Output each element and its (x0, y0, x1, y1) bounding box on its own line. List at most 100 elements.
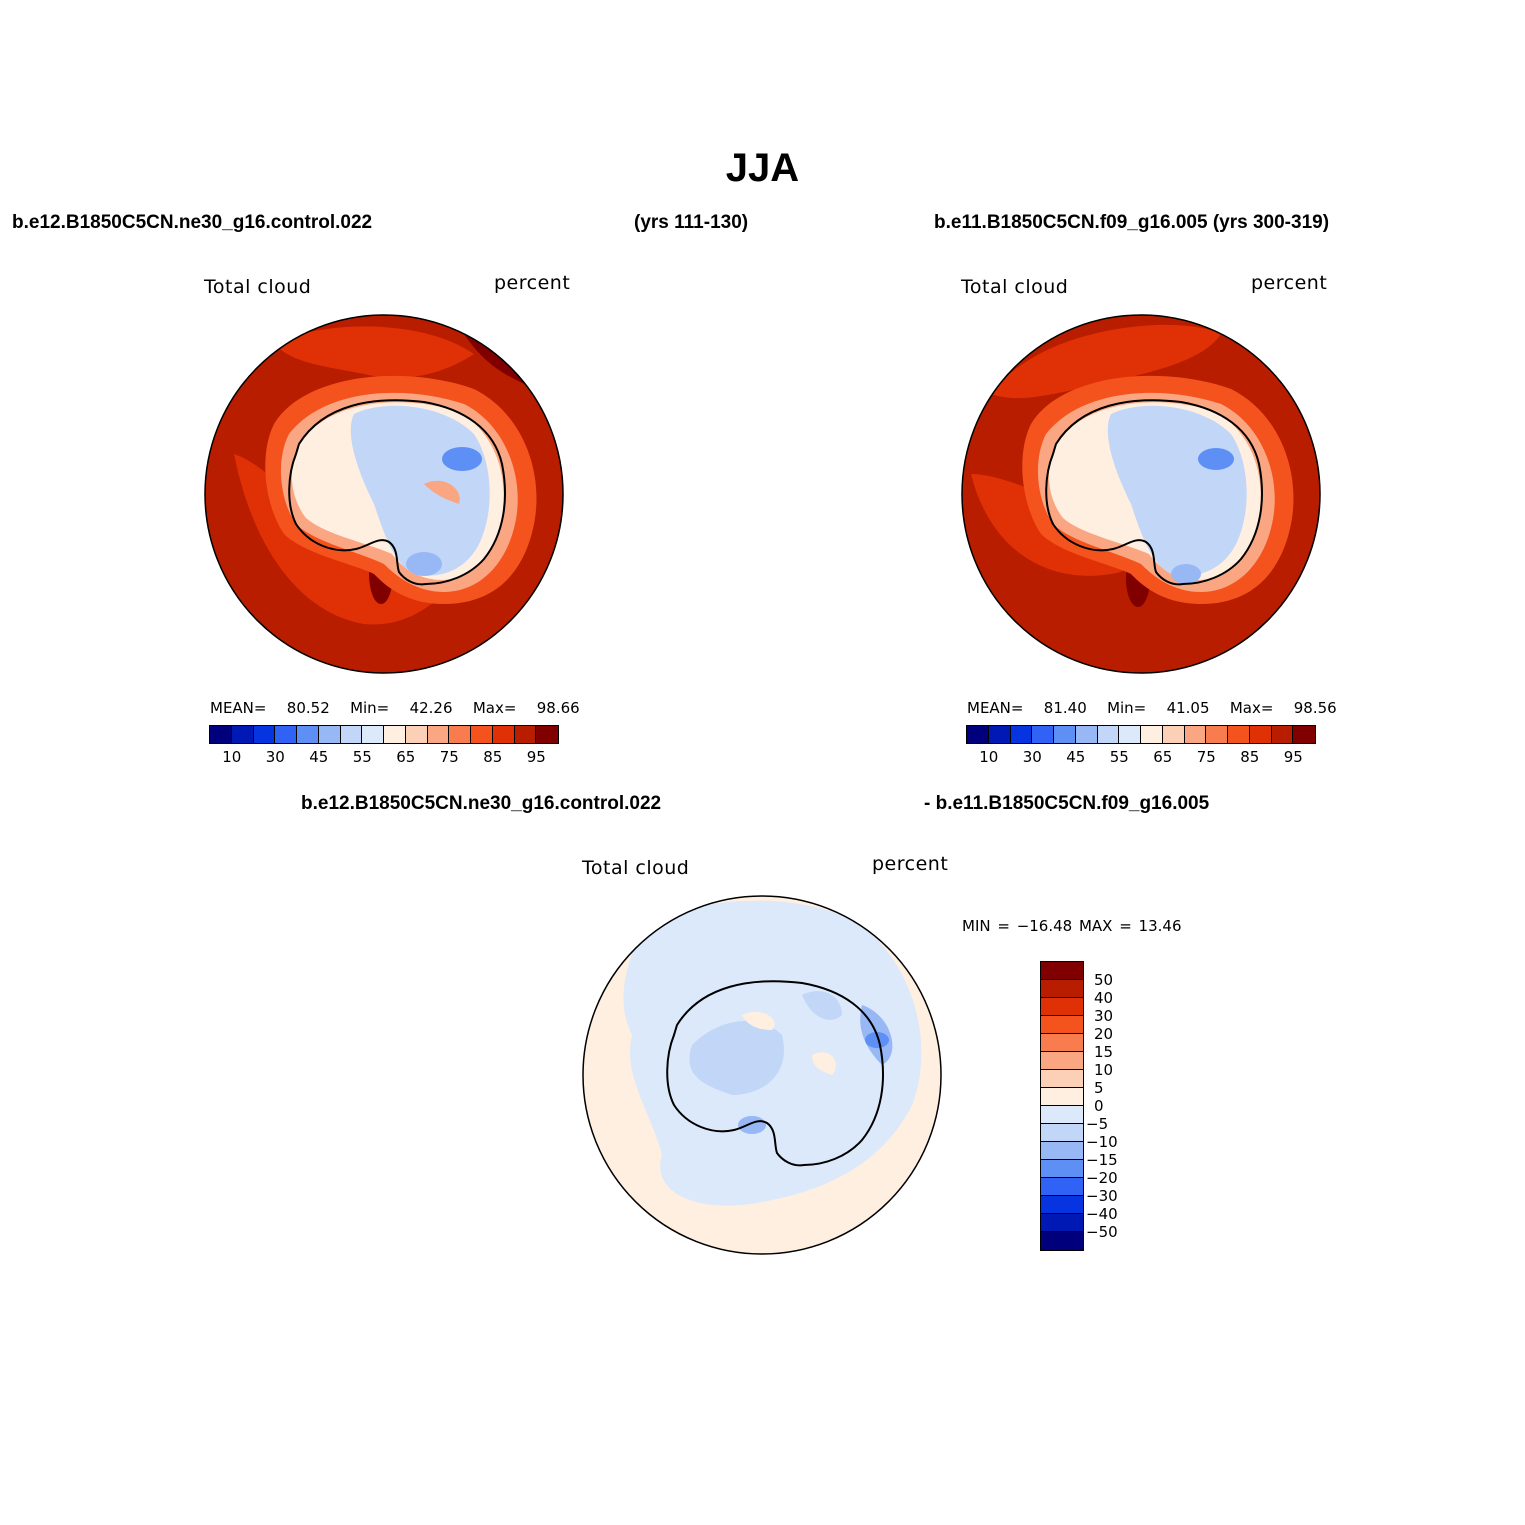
colorbar-swatch (340, 726, 363, 743)
colorbar-swatch (1041, 1214, 1083, 1232)
colorbar-tick-label: 65 (396, 748, 416, 766)
colorbar-tick-label: 40 (1094, 989, 1114, 1007)
colorbar-swatch (1032, 726, 1054, 743)
colorbar-swatch (1041, 962, 1083, 980)
colorbar-tick-label: −10 (1086, 1133, 1118, 1151)
colorbar-tick-label: −30 (1086, 1187, 1118, 1205)
colorbar-swatch (449, 726, 471, 743)
colorbar-swatch (297, 726, 319, 743)
case-name-left: b.e12.B1850C5CN.ne30_g16.control.022 (12, 212, 373, 233)
colorbar-tick-label: 75 (1196, 748, 1216, 766)
colorbar-right (966, 725, 1316, 744)
colorbar-tick-label: 85 (483, 748, 503, 766)
colorbar-swatch (1041, 1106, 1083, 1124)
colorbar-tick-label: 55 (352, 748, 372, 766)
colorbar-swatch (1041, 1232, 1083, 1250)
variable-label-left: Total cloud (204, 276, 312, 298)
colorbar-swatch (1041, 1178, 1083, 1196)
colorbar-swatch (471, 726, 493, 743)
stats-left: MEAN= 80.52 Min= 42.26 Max= 98.66 (210, 699, 580, 717)
colorbar-swatch (1228, 726, 1250, 743)
colorbar-tick-label: 30 (1022, 748, 1042, 766)
colorbar-swatch (210, 726, 232, 743)
colorbar-swatch (1293, 726, 1315, 743)
map-top-left (204, 314, 564, 674)
colorbar-swatch (1041, 1142, 1083, 1160)
colorbar-swatch (1041, 1124, 1083, 1142)
colorbar-swatch (1119, 726, 1141, 743)
colorbar-swatch (1054, 726, 1076, 743)
diff-minmax: MIN = −16.48 MAX = 13.46 (962, 917, 1182, 935)
units-label-diff: percent (872, 853, 949, 875)
colorbar-swatch (1041, 1016, 1083, 1034)
colorbar-swatch (1041, 1160, 1083, 1178)
colorbar-swatch (1041, 998, 1083, 1016)
colorbar-swatch (514, 726, 537, 743)
colorbar-tick-label: −15 (1086, 1151, 1118, 1169)
colorbar-tick-label: 5 (1094, 1079, 1104, 1097)
stats-right: MEAN= 81.40 Min= 41.05 Max= 98.56 (967, 699, 1337, 717)
colorbar-swatch (1184, 726, 1207, 743)
colorbar-tick-label: 65 (1153, 748, 1173, 766)
colorbar-swatch (1041, 980, 1083, 998)
variable-label-right: Total cloud (961, 276, 1069, 298)
colorbar-swatch (275, 726, 297, 743)
colorbar-tick-label: 15 (1094, 1043, 1114, 1061)
colorbar-difference (1040, 961, 1084, 1251)
colorbar-swatch (253, 726, 276, 743)
colorbar-swatch (362, 726, 384, 743)
case-name-right: b.e11.B1850C5CN.f09_g16.005 (yrs 300-319… (934, 212, 1330, 233)
colorbar-tick-label: 50 (1094, 971, 1114, 989)
colorbar-tick-label: −40 (1086, 1205, 1118, 1223)
map-difference (582, 895, 942, 1255)
colorbar-swatch (427, 726, 450, 743)
colorbar-tick-label: 0 (1094, 1097, 1104, 1115)
colorbar-tick-label: 30 (265, 748, 285, 766)
colorbar-swatch (1041, 1052, 1083, 1070)
colorbar-tick-label: −20 (1086, 1169, 1118, 1187)
diff-case-b: - b.e11.B1850C5CN.f09_g16.005 (924, 793, 1210, 814)
colorbar-swatch (1249, 726, 1272, 743)
colorbar-swatch (1041, 1196, 1083, 1214)
colorbar-tick-label: 75 (439, 748, 459, 766)
colorbar-tick-label: 10 (979, 748, 999, 766)
colorbar-tick-label: 55 (1109, 748, 1129, 766)
colorbar-tick-label: 20 (1094, 1025, 1114, 1043)
colorbar-swatch (318, 726, 341, 743)
years-left: (yrs 111-130) (634, 212, 749, 233)
colorbar-tick-label: 30 (1094, 1007, 1114, 1025)
colorbar-swatch (405, 726, 428, 743)
colorbar-tick-label: −50 (1086, 1223, 1118, 1241)
map-top-right (961, 314, 1321, 674)
colorbar-swatch (1162, 726, 1185, 743)
colorbar-swatch (1041, 1088, 1083, 1106)
colorbar-tick-label: 85 (1240, 748, 1260, 766)
colorbar-swatch (384, 726, 406, 743)
diff-case-a: b.e12.B1850C5CN.ne30_g16.control.022 (301, 793, 662, 814)
colorbar-swatch (1010, 726, 1033, 743)
colorbar-tick-label: 10 (222, 748, 242, 766)
colorbar-tick-label: 45 (1066, 748, 1086, 766)
colorbar-tick-label: 95 (526, 748, 546, 766)
colorbar-swatch (1075, 726, 1098, 743)
units-label-left: percent (494, 272, 571, 294)
main-title: JJA (725, 146, 800, 190)
colorbar-swatch (536, 726, 558, 743)
colorbar-swatch (1141, 726, 1163, 743)
colorbar-tick-label: 95 (1283, 748, 1303, 766)
colorbar-swatch (1097, 726, 1120, 743)
colorbar-tick-label: 45 (309, 748, 329, 766)
colorbar-swatch (988, 726, 1011, 743)
colorbar-swatch (492, 726, 515, 743)
colorbar-tick-label: −5 (1086, 1115, 1109, 1133)
colorbar-swatch (1041, 1034, 1083, 1052)
colorbar-swatch (1041, 1070, 1083, 1088)
colorbar-swatch (1271, 726, 1294, 743)
variable-label-diff: Total cloud (582, 857, 690, 879)
units-label-right: percent (1251, 272, 1328, 294)
colorbar-tick-label: 10 (1094, 1061, 1114, 1079)
colorbar-swatch (231, 726, 254, 743)
colorbar-swatch (1206, 726, 1228, 743)
colorbar-left (209, 725, 559, 744)
colorbar-swatch (967, 726, 989, 743)
